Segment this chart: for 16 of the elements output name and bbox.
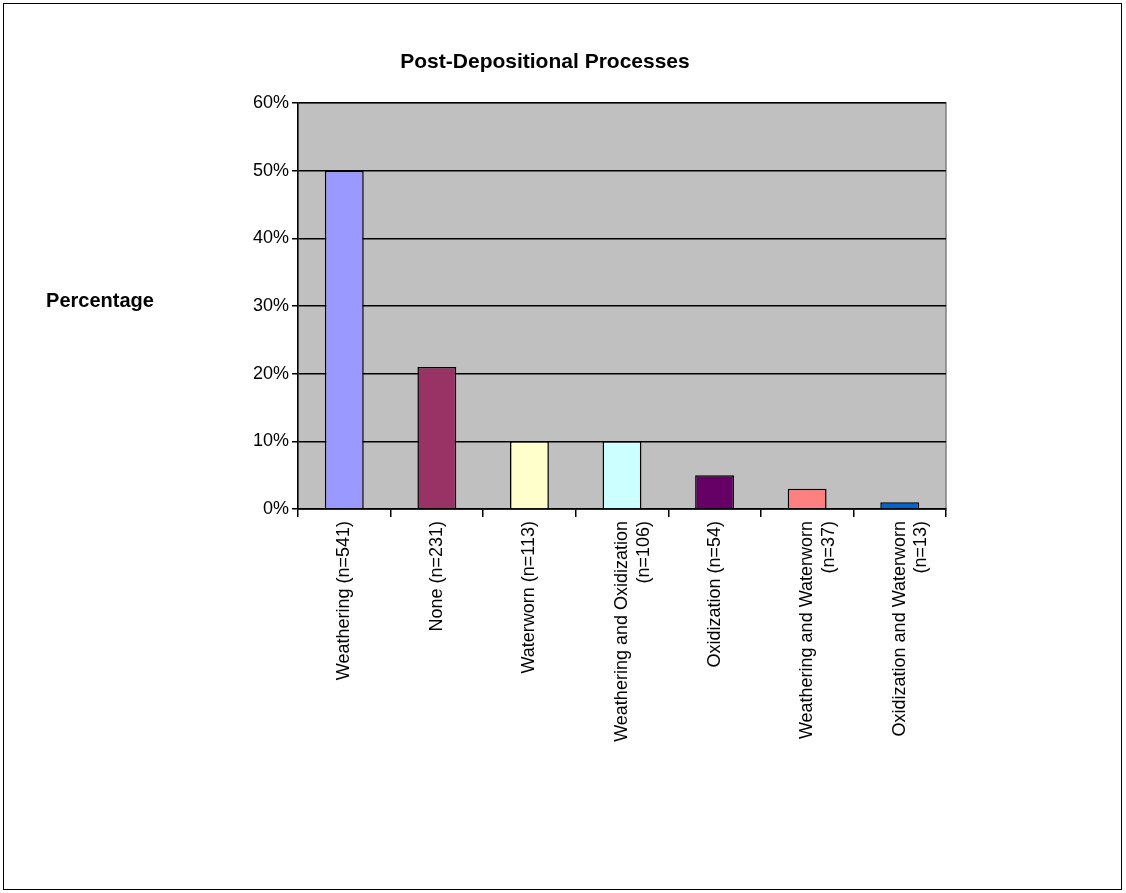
x-tick-label: None (n=231) — [425, 521, 446, 632]
y-tick-label: 40% — [252, 227, 289, 248]
x-tick-label: Weathering and Oxidization (n=106) — [610, 521, 653, 742]
x-tick-label: Waterworn (n=113) — [518, 521, 539, 674]
y-axis-title: Percentage — [46, 288, 154, 311]
y-tick-label: 50% — [252, 159, 289, 180]
chart-title: Post-Depositional Processes — [400, 48, 690, 72]
x-tick-label: Weathering and Waterworn (n=37) — [796, 521, 838, 740]
x-tick-label: Weathering (n=541) — [333, 521, 354, 681]
x-tick-label: Oxidization (n=54) — [703, 521, 724, 668]
y-tick-label: 30% — [252, 294, 289, 315]
y-tick-label: 10% — [252, 430, 289, 451]
y-tick-label: 0% — [262, 497, 289, 518]
y-tick-label: 20% — [252, 362, 289, 383]
y-tick-label: 60% — [252, 91, 289, 112]
x-tick-label: Oxidization and Waterworn (n=13) — [888, 521, 931, 737]
